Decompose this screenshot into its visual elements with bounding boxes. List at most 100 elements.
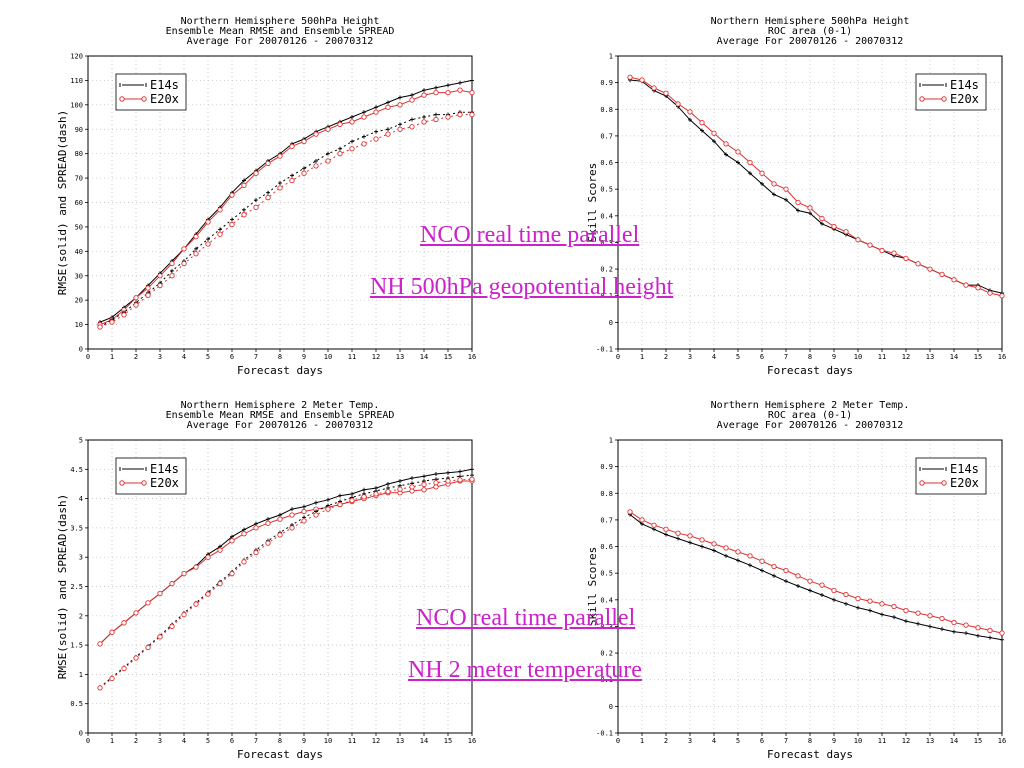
- data-point: [771, 181, 777, 187]
- chart-t2m-rmse-svg: Northern Hemisphere 2 Meter Temp.Ensembl…: [56, 400, 476, 761]
- data-point: [289, 177, 295, 184]
- data-point: [277, 516, 283, 522]
- data-point: [265, 540, 271, 546]
- series-line-e14s-rmse: [629, 514, 1003, 641]
- x-tick-label: 16: [998, 737, 1006, 745]
- y-tick-label: 5: [79, 437, 83, 445]
- y-axis-label: Skill Scores: [586, 163, 599, 242]
- data-point: [783, 186, 789, 192]
- data-point: [651, 85, 657, 91]
- data-point: [687, 533, 693, 539]
- data-point: [169, 273, 175, 279]
- x-tick-label: 15: [974, 737, 982, 745]
- x-tick-label: 16: [468, 737, 476, 745]
- y-tick-label: 0.7: [600, 132, 613, 140]
- y-axis-label: RMSE(solid) and SPREAD(dash): [56, 494, 69, 679]
- data-point: [457, 111, 463, 118]
- y-tick-label: 0.6: [600, 543, 613, 551]
- data-point: [699, 119, 705, 126]
- data-point: [457, 477, 463, 483]
- y-tick-label: 100: [70, 101, 83, 109]
- x-axis-label: Forecast days: [237, 748, 323, 761]
- x-tick-label: 6: [760, 737, 764, 745]
- data-point: [469, 89, 475, 96]
- overlay-link-bottom-line2[interactable]: NH 2 meter temperature: [408, 657, 642, 683]
- y-tick-label: 1.5: [70, 642, 83, 650]
- x-tick-label: 5: [736, 353, 740, 361]
- data-point: [759, 558, 765, 564]
- x-tick-label: 15: [974, 353, 982, 361]
- data-point: [205, 554, 211, 560]
- data-point: [337, 501, 343, 508]
- data-point: [325, 126, 331, 132]
- x-tick-label: 12: [372, 737, 380, 745]
- y-tick-label: 0.2: [600, 266, 613, 274]
- data-point: [229, 221, 235, 228]
- chart-title-line: Average For 20070126 - 20070312: [187, 36, 374, 47]
- data-point: [723, 141, 729, 147]
- overlay-link-top-line1[interactable]: NCO real time parallel: [420, 222, 640, 248]
- x-tick-label: 13: [926, 353, 934, 361]
- x-tick-label: 5: [206, 353, 210, 361]
- data-point: [675, 530, 681, 536]
- data-point: [999, 630, 1005, 636]
- legend-box: [915, 457, 987, 495]
- data-point: [337, 121, 343, 128]
- y-tick-label: 0.3: [600, 239, 613, 247]
- legend-label-e20x: E20x: [150, 476, 179, 490]
- data-point: [903, 607, 909, 614]
- chart-title-line: Northern Hemisphere 2 Meter Temp.: [711, 400, 910, 411]
- data-point: [469, 476, 475, 482]
- chart-title-line: Average For 20070126 - 20070312: [187, 420, 374, 431]
- y-tick-label: 3: [79, 554, 83, 562]
- data-point: [687, 109, 693, 115]
- data-point: [843, 229, 849, 235]
- x-tick-label: 4: [712, 737, 716, 745]
- data-point: [217, 547, 223, 553]
- data-point: [457, 87, 463, 93]
- data-point: [771, 563, 777, 570]
- data-point: [145, 600, 151, 606]
- series-line-e20x-rmse: [629, 511, 1003, 634]
- data-point: [157, 273, 163, 279]
- data-point: [373, 491, 379, 497]
- x-tick-label: 13: [396, 737, 404, 745]
- data-point: [397, 126, 403, 132]
- y-tick-label: 0.4: [600, 596, 613, 604]
- y-tick-label: 0.9: [600, 79, 613, 87]
- data-point: [891, 250, 897, 256]
- y-tick-label: 0.3: [600, 623, 613, 631]
- x-tick-label: 14: [950, 737, 958, 745]
- data-point: [639, 77, 645, 83]
- data-point: [169, 623, 175, 629]
- y-tick-label: 0.5: [600, 570, 613, 578]
- data-point: [975, 625, 981, 631]
- data-point: [783, 567, 789, 574]
- x-tick-label: 4: [712, 353, 716, 361]
- y-tick-label: 0: [79, 346, 83, 354]
- x-tick-label: 1: [640, 353, 644, 361]
- chart-nh500-roc: Northern Hemisphere 500hPa Height ROC are…: [530, 0, 1024, 384]
- data-point: [217, 231, 223, 237]
- overlay-link-bottom-line1[interactable]: NCO real time parallel: [416, 605, 636, 631]
- data-point: [193, 564, 199, 570]
- plot-frame: [617, 55, 1003, 350]
- x-tick-label: 6: [760, 353, 764, 361]
- x-tick-label: 14: [420, 353, 428, 361]
- x-tick-label: 3: [158, 737, 162, 745]
- x-tick-label: 15: [444, 353, 452, 361]
- overlay-link-top-line2[interactable]: NH 500hPa geopotential height: [370, 274, 674, 300]
- x-tick-label: 7: [254, 353, 258, 361]
- data-point: [169, 260, 175, 267]
- data-point: [157, 590, 163, 597]
- legend-box: [115, 73, 187, 111]
- y-tick-label: 0: [79, 730, 83, 738]
- chart-nh500-rmse-svg: Northern Hemisphere 500hPa HeightEnsembl…: [56, 16, 476, 377]
- data-point: [181, 246, 187, 252]
- data-point: [879, 601, 885, 607]
- data-point: [205, 241, 211, 247]
- legend-marker: [919, 480, 925, 486]
- data-point: [831, 223, 837, 230]
- y-tick-label: 30: [75, 272, 83, 280]
- x-tick-label: 3: [688, 737, 692, 745]
